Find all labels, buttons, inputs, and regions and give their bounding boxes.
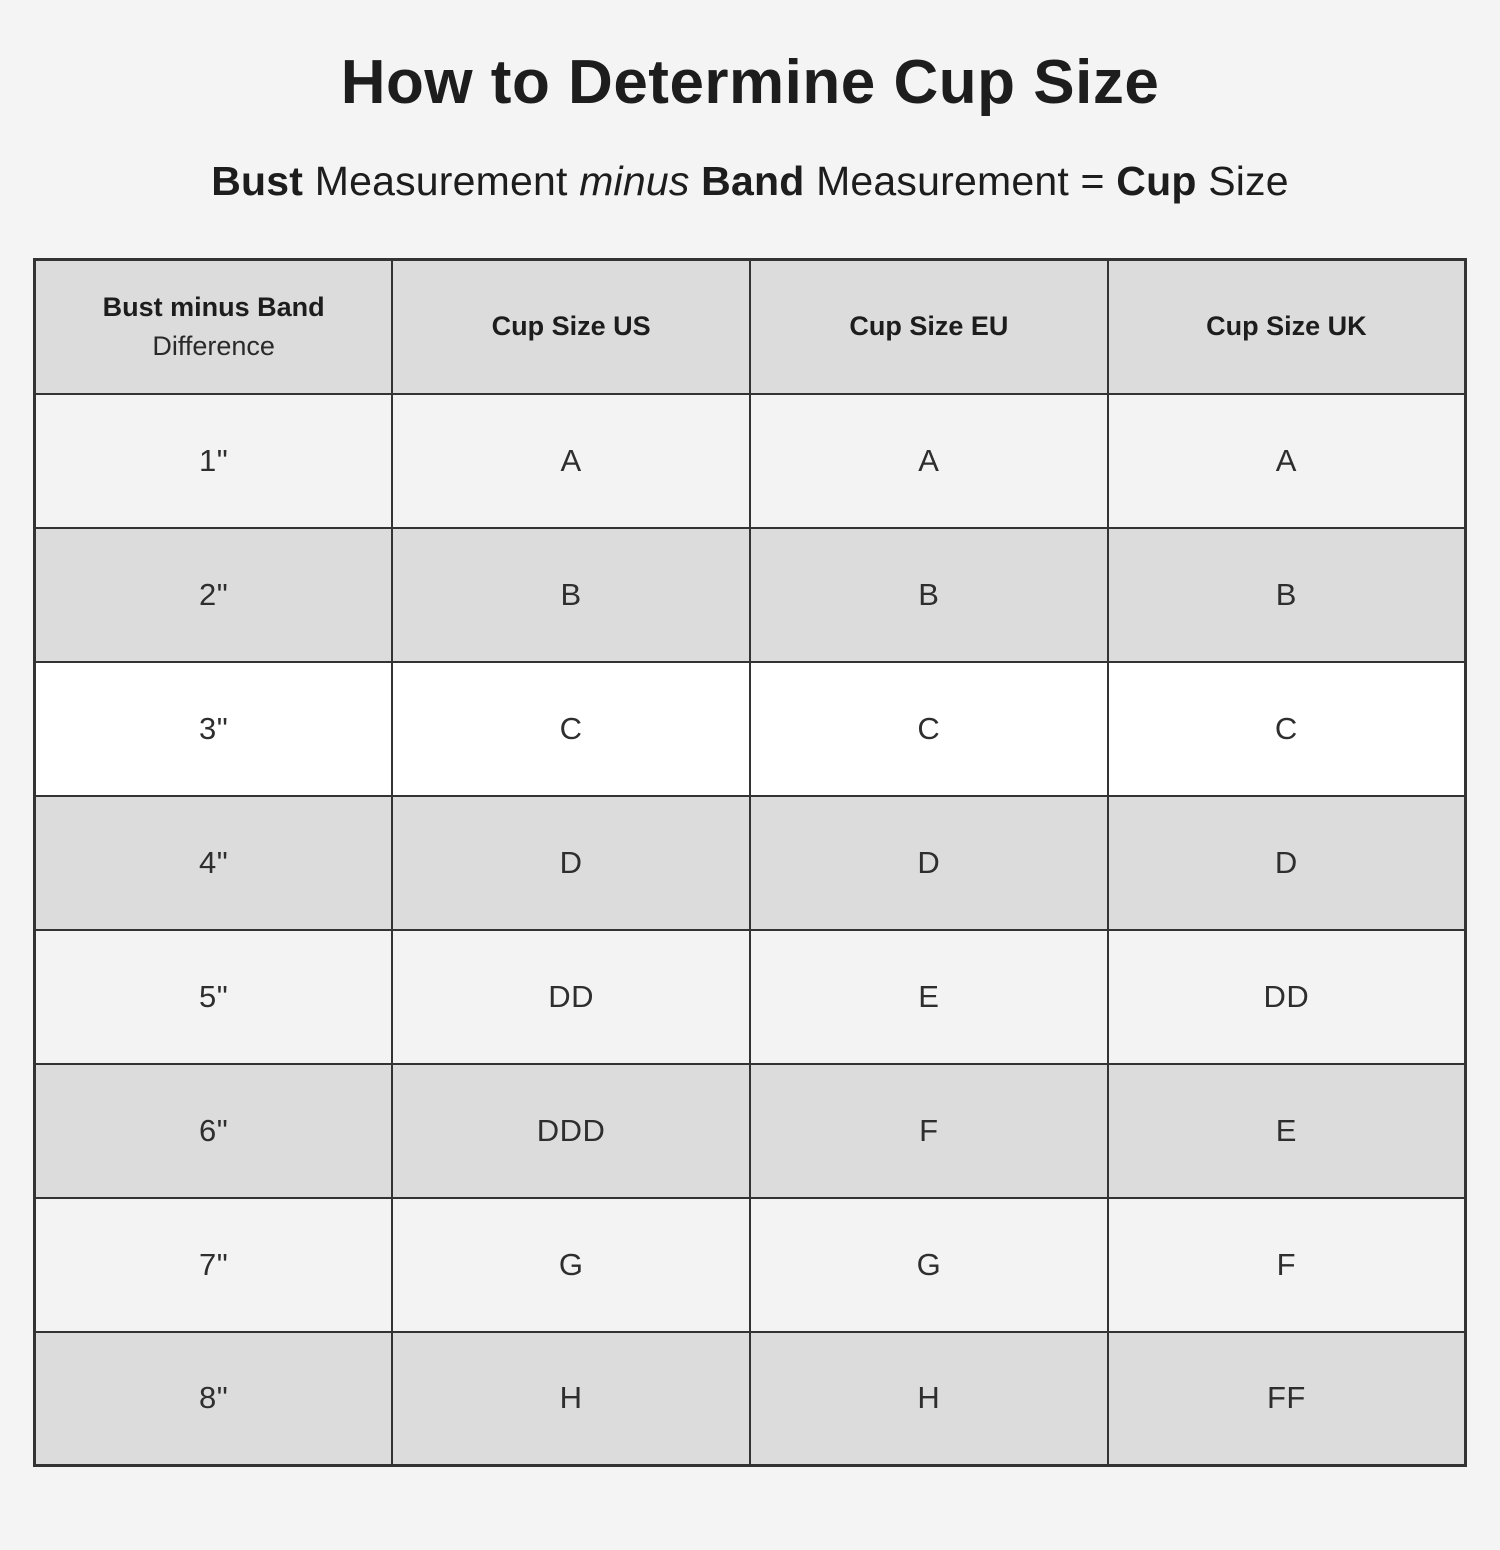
table-row: 8" H H FF	[33, 1330, 1467, 1467]
cell-cup-us: D	[391, 794, 751, 931]
cell-cup-us: G	[391, 1196, 751, 1333]
table-header-row: Bust minus Band Difference Cup Size US C…	[33, 258, 1467, 395]
table-row: 2" B B B	[33, 526, 1467, 663]
formula-word-bust: Bust	[211, 158, 304, 205]
table-row: 1" A A A	[33, 392, 1467, 529]
page-title: How to Determine Cup Size	[340, 48, 1160, 117]
formula-equals-sign: =	[1080, 158, 1105, 205]
cell-difference: 7"	[33, 1196, 394, 1333]
cell-difference: 6"	[33, 1062, 394, 1199]
cell-difference: 2"	[33, 526, 394, 663]
formula-subtitle: Bust Measurement minus Band Measurement …	[0, 159, 1500, 204]
cell-cup-eu: D	[749, 794, 1109, 931]
table-row: 6" DDD F E	[33, 1062, 1467, 1199]
cup-size-table: Bust minus Band Difference Cup Size US C…	[33, 258, 1467, 1468]
cell-cup-uk: E	[1106, 1062, 1467, 1199]
formula-word-measurement: Measurement	[314, 158, 568, 205]
cell-difference: 1"	[33, 392, 394, 529]
cell-cup-us: H	[391, 1330, 751, 1467]
formula-word-cup: Cup	[1116, 158, 1197, 205]
cell-cup-uk: D	[1106, 794, 1467, 931]
table-row: 3" C C C	[33, 660, 1467, 797]
cell-difference: 8"	[33, 1330, 394, 1467]
cell-cup-eu: E	[749, 928, 1109, 1065]
cell-difference: 4"	[33, 794, 394, 931]
cell-difference: 5"	[33, 928, 394, 1065]
table-row: 4" D D D	[33, 794, 1467, 931]
cell-cup-uk: FF	[1106, 1330, 1467, 1467]
cell-cup-eu: F	[749, 1062, 1109, 1199]
formula-word-band: Band	[701, 158, 805, 205]
cell-cup-eu: C	[749, 660, 1109, 797]
cell-cup-us: DDD	[391, 1062, 751, 1199]
cell-difference: 3"	[33, 660, 394, 797]
header-difference: Bust minus Band Difference	[33, 258, 394, 395]
cell-cup-us: C	[391, 660, 751, 797]
header-cup-size-us: Cup Size US	[391, 258, 751, 395]
cell-cup-us: DD	[391, 928, 751, 1065]
cell-cup-uk: DD	[1106, 928, 1467, 1065]
cell-cup-uk: A	[1106, 392, 1467, 529]
cell-cup-eu: H	[749, 1330, 1109, 1467]
cell-cup-us: B	[391, 526, 751, 663]
cell-cup-eu: A	[749, 392, 1109, 529]
cell-cup-eu: G	[749, 1196, 1109, 1333]
cell-cup-uk: B	[1106, 526, 1467, 663]
header-cup-size-uk: Cup Size UK	[1106, 258, 1467, 395]
formula-word-minus: minus	[579, 158, 690, 205]
cell-cup-uk: F	[1106, 1196, 1467, 1333]
header-cup-size-eu: Cup Size EU	[749, 258, 1109, 395]
cell-cup-eu: B	[749, 526, 1109, 663]
cell-cup-us: A	[391, 392, 751, 529]
header-difference-line1: Bust minus Band	[102, 291, 325, 322]
formula-word-size: Size	[1208, 158, 1289, 205]
formula-word-measurement-2: Measurement	[816, 158, 1069, 205]
cell-cup-uk: C	[1106, 660, 1467, 797]
header-difference-line2: Difference	[152, 330, 275, 361]
table-row: 5" DD E DD	[33, 928, 1467, 1065]
table-row: 7" G G F	[33, 1196, 1467, 1333]
